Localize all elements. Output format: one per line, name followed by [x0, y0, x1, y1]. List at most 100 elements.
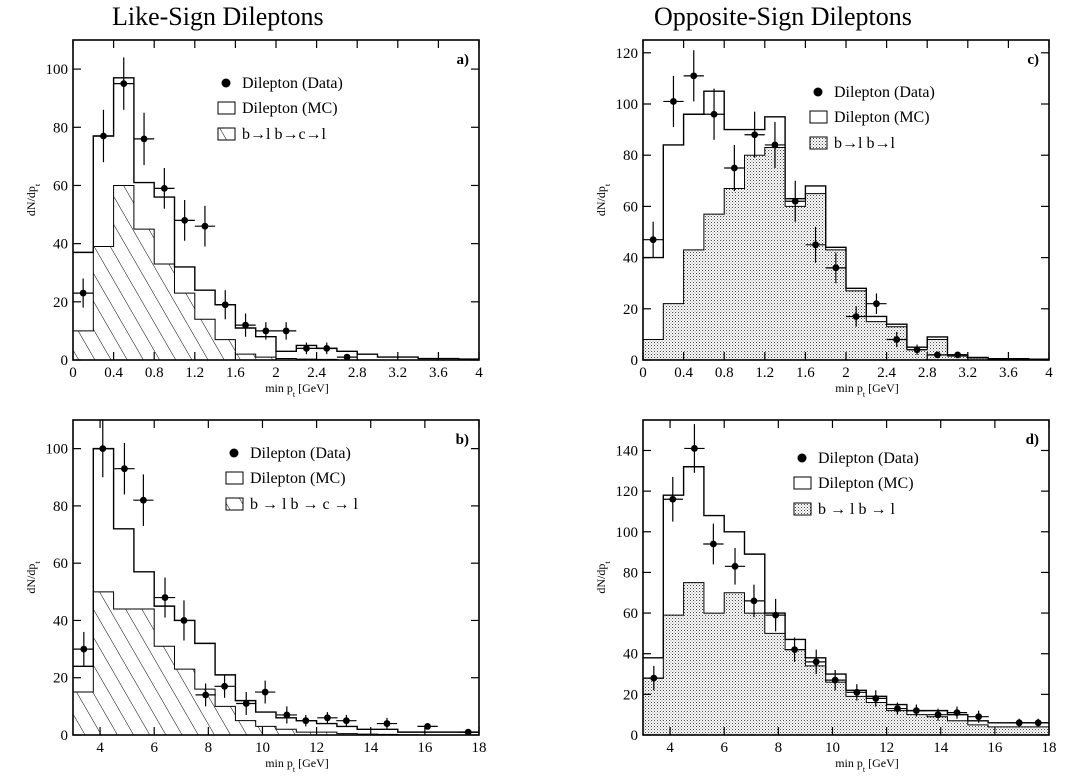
data-point: [825, 252, 846, 284]
y-tick-label: 0: [631, 353, 639, 369]
x-tick-label: 2: [842, 365, 850, 381]
data-marker: [100, 132, 107, 140]
legend-data-marker: [229, 448, 239, 458]
data-point: [336, 353, 358, 361]
x-tick-label: 8: [775, 740, 783, 756]
right-column-title: Opposite-Sign Dileptons: [654, 2, 912, 31]
x-tick-label: 0: [639, 365, 647, 381]
x-tick-label: 10: [255, 740, 270, 756]
data-point: [73, 631, 94, 667]
data-point: [825, 669, 846, 691]
data-marker: [99, 445, 107, 453]
data-marker: [464, 728, 472, 736]
y-tick-label: 100: [616, 525, 639, 541]
x-tick-label: 4: [96, 740, 104, 756]
data-point: [194, 205, 216, 247]
x-tick-label: 16: [417, 740, 433, 756]
y-tick-label: 80: [623, 148, 638, 164]
data-marker: [812, 241, 819, 249]
data-point: [743, 584, 765, 618]
data-marker: [812, 658, 820, 666]
y-tick-label: 60: [53, 556, 68, 572]
x-tick-label: 2.8: [918, 365, 937, 381]
panel-label: b): [456, 432, 469, 448]
data-marker: [383, 720, 391, 727]
data-marker: [650, 674, 658, 682]
data-marker: [139, 496, 147, 504]
data-marker: [934, 711, 942, 719]
data-marker: [120, 80, 128, 88]
legend-bg-label: b → l b → c → l: [250, 496, 359, 513]
data-marker: [242, 700, 250, 707]
mc-histogram: [643, 466, 1049, 724]
data-point: [643, 665, 664, 691]
data-point: [276, 322, 297, 340]
y-tick-label: 0: [61, 353, 69, 369]
x-tick-label: 14: [363, 740, 379, 756]
x-tick-label: 2.4: [877, 365, 896, 381]
data-point: [785, 180, 806, 222]
data-point: [683, 50, 704, 102]
data-point: [724, 548, 746, 585]
y-tick-label: 100: [46, 62, 69, 78]
x-axis-label: min pt [GeV]: [265, 756, 329, 774]
background-histogram: [642, 582, 1050, 736]
data-point: [744, 111, 765, 158]
data-marker: [853, 688, 861, 696]
data-point: [195, 683, 216, 707]
data-point: [173, 600, 195, 641]
data-point: [946, 706, 968, 719]
data-marker: [202, 691, 210, 699]
data-point: [1028, 718, 1049, 727]
x-tick-label: 0.8: [145, 365, 164, 381]
legend-mc-label: Dilepton (MC): [818, 475, 914, 492]
y-tick-label: 40: [53, 613, 68, 629]
y-axis-label: dN/dpt: [594, 561, 612, 594]
y-axis-label: dN/dpt: [594, 183, 612, 216]
x-tick-label: 4: [666, 740, 674, 756]
x-tick-label: 14: [933, 740, 949, 756]
data-point: [1009, 718, 1030, 727]
data-marker: [221, 682, 228, 690]
left-column-title: Like-Sign Dileptons: [112, 2, 324, 31]
y-tick-label: 100: [46, 442, 69, 458]
data-marker: [791, 197, 799, 205]
data-marker: [1015, 719, 1023, 727]
x-tick-label: 0: [69, 365, 77, 381]
background-histogram: [72, 184, 479, 361]
data-point: [255, 680, 276, 704]
legend-bg-swatch: [217, 127, 236, 141]
data-marker: [872, 695, 880, 702]
data-marker: [343, 353, 351, 361]
data-marker: [954, 351, 962, 359]
x-tick-label: 2.4: [307, 365, 326, 381]
x-tick-label: 0.8: [715, 365, 734, 381]
x-tick-label: 1.2: [755, 365, 774, 381]
panel-a: 0 0.4 0.8 1.2 1.6 2 2.4 2.8 3.2 3.6 4020406080100m…: [24, 39, 483, 399]
x-tick-label: 0.4: [104, 365, 123, 381]
x-tick-label: 6: [150, 740, 158, 756]
data-marker: [323, 344, 331, 352]
data-point: [93, 109, 114, 163]
y-tick-label: 20: [623, 687, 638, 703]
data-marker: [302, 717, 310, 725]
data-marker: [771, 141, 779, 149]
data-marker: [832, 264, 840, 272]
y-tick-label: 60: [623, 199, 638, 215]
y-tick-label: 120: [616, 46, 639, 62]
legend: Dilepton (Data) Dilepton (MC) b→l b→l: [809, 84, 935, 152]
legend-bg-label: b→l b→c→l: [242, 126, 327, 143]
data-point: [886, 331, 907, 348]
y-tick-label: 40: [623, 647, 638, 663]
data-marker: [852, 313, 860, 320]
data-marker: [180, 617, 188, 624]
data-point: [846, 684, 867, 701]
x-tick-label: 1.6: [796, 365, 815, 381]
data-marker: [324, 714, 331, 722]
data-marker: [221, 301, 229, 309]
data-point: [866, 293, 887, 314]
mc-histogram: [73, 447, 479, 733]
legend-bg-label: b → l b → l: [818, 501, 895, 518]
data-marker: [750, 597, 758, 605]
